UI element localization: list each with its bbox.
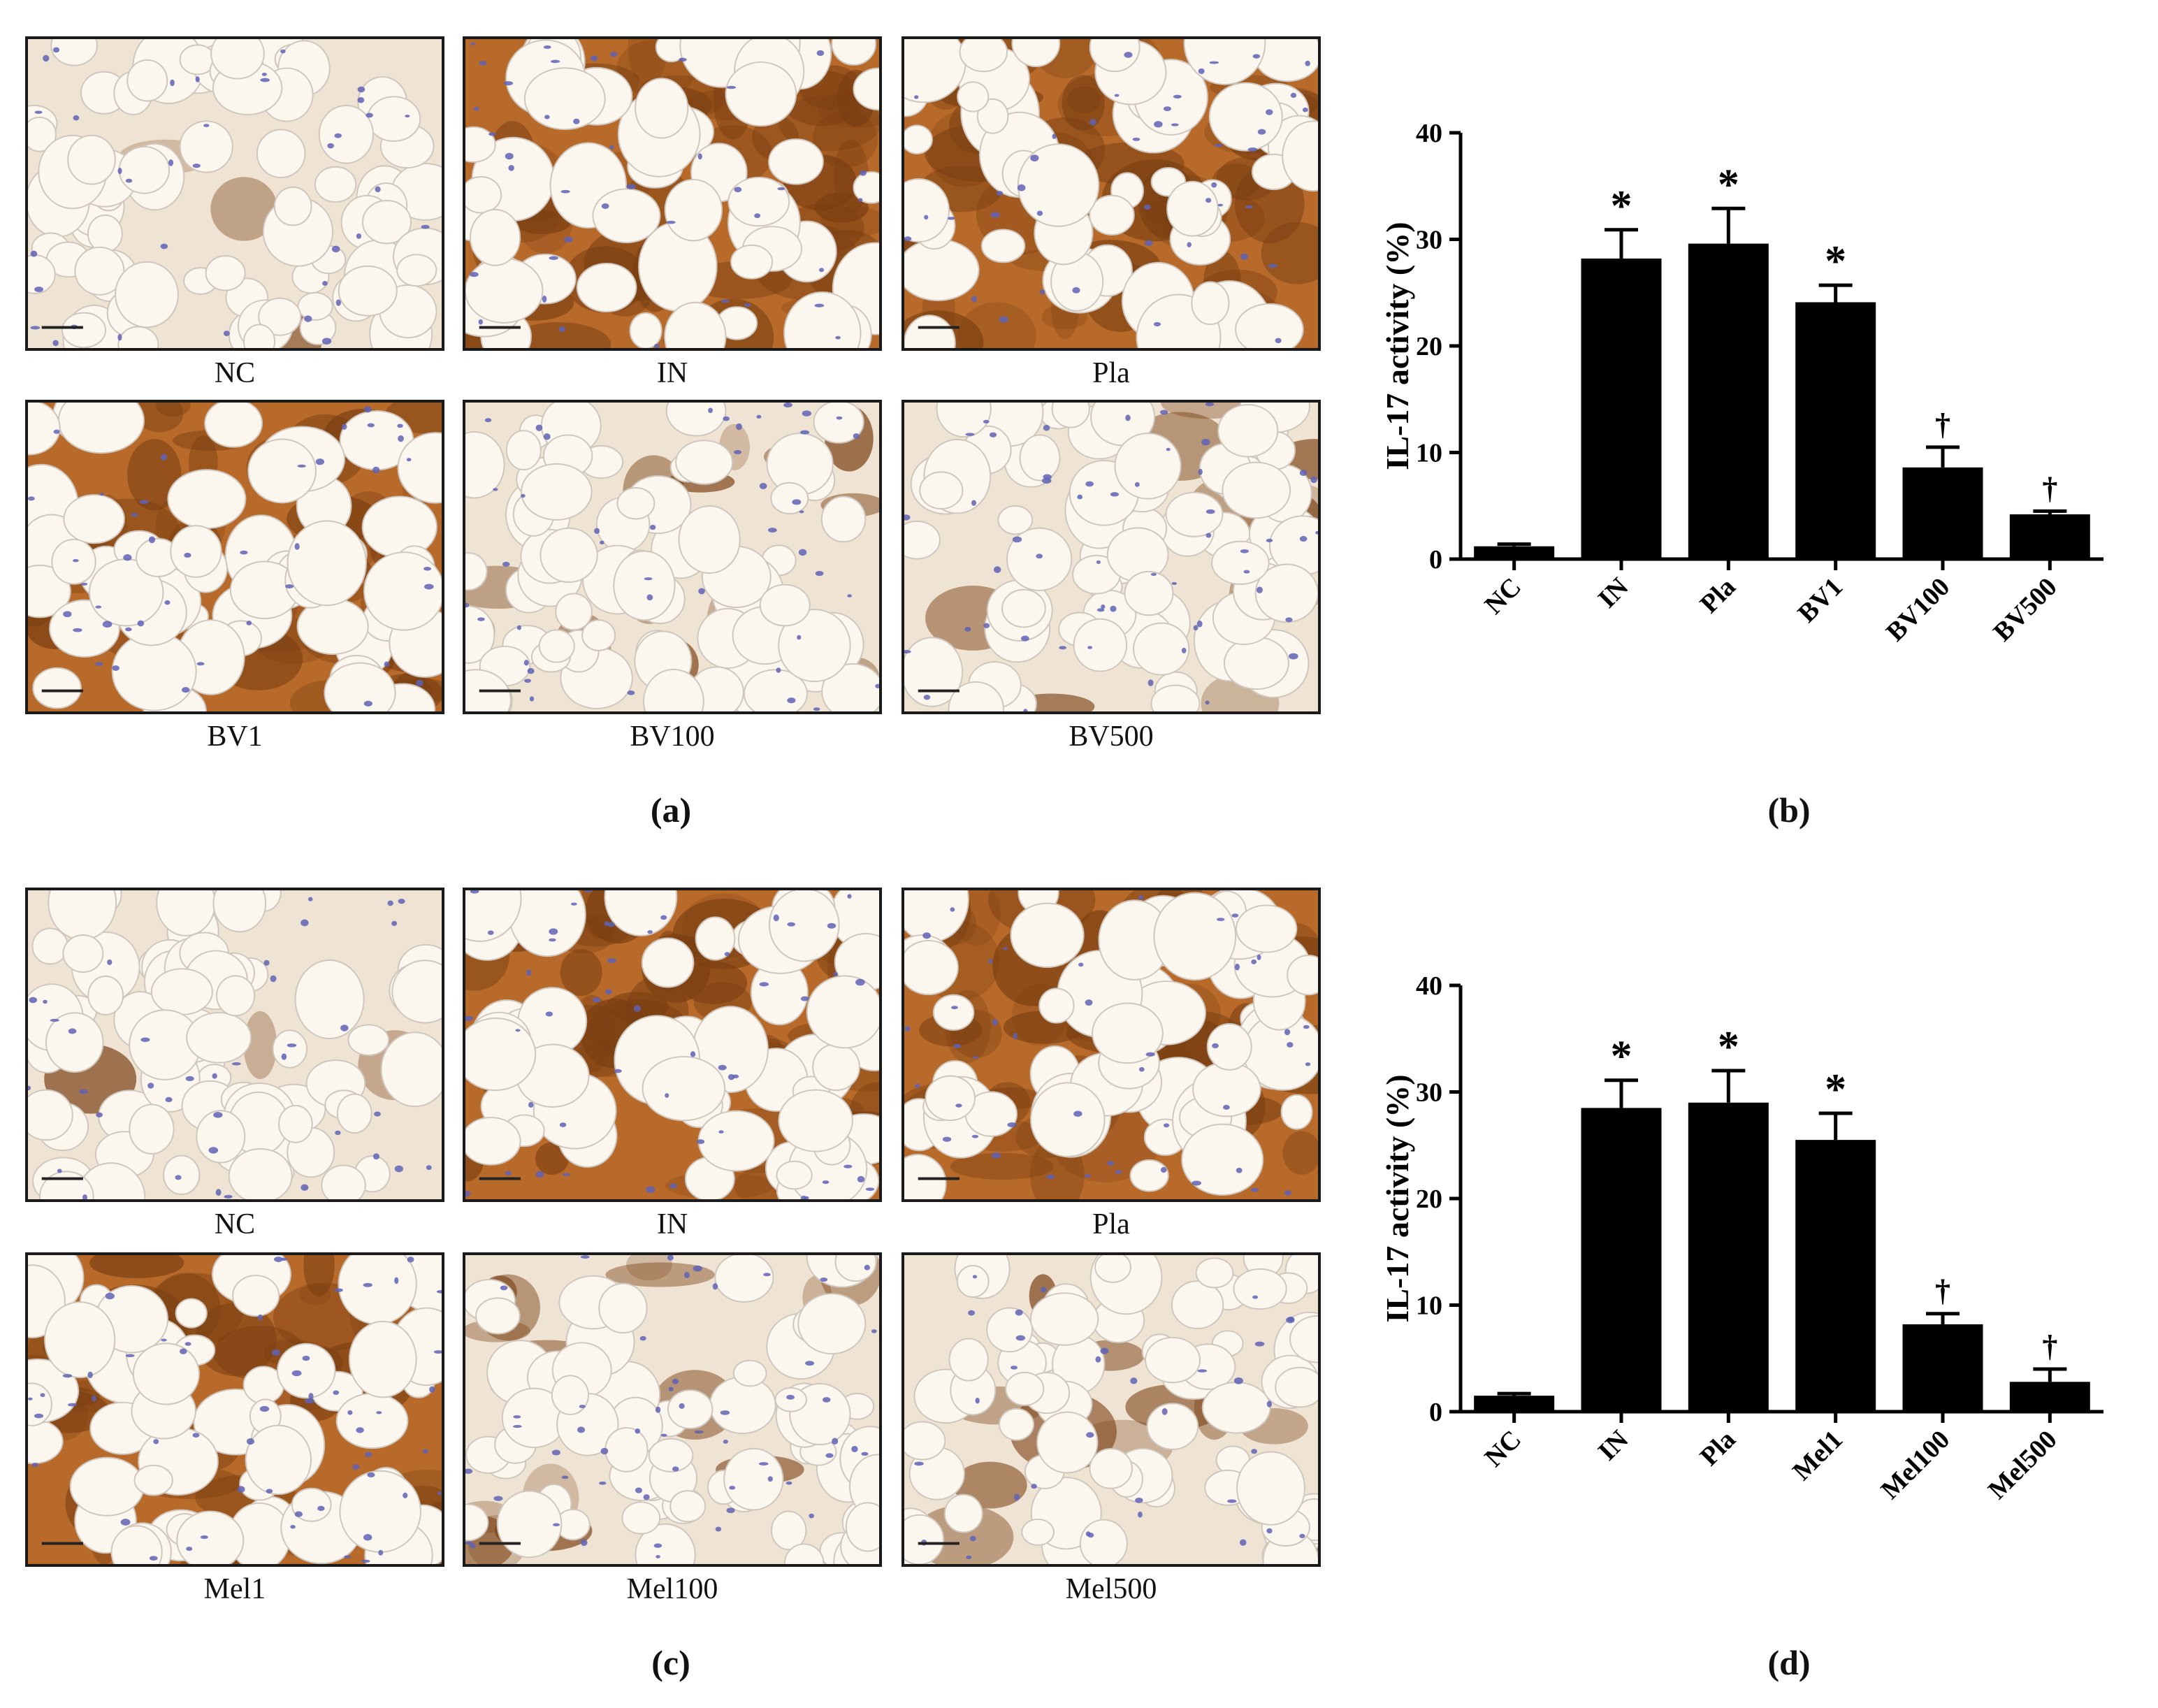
image-label: Mel100 [626, 1573, 718, 1605]
bar-IN [1581, 1108, 1662, 1412]
significance-marker: * [1718, 161, 1739, 208]
significance-marker: † [1935, 1274, 1950, 1308]
histology-image [463, 888, 882, 1202]
x-tick-label-NC: NC [1479, 572, 1528, 621]
significance-marker: * [1611, 182, 1632, 230]
y-tick-label: 20 [1416, 332, 1442, 361]
panel-b-chart: 0 10 20 30 40 IL-17 activity (%) NC IN * Pla * BV1 *… [1370, 84, 2138, 713]
bar-Pla [1688, 243, 1769, 559]
y-tick-label: 30 [1416, 226, 1442, 255]
bar-chart-b: 0 10 20 30 40 IL-17 activity (%) NC IN * Pla * BV1 *… [1379, 119, 2103, 647]
histology-image [25, 36, 444, 351]
histology-image [25, 888, 444, 1202]
histology-image [901, 400, 1321, 714]
image-label: Mel1 [203, 1573, 266, 1605]
x-tick-label-Mel1: Mel1 [1787, 1425, 1848, 1486]
image-label: Pla [1092, 357, 1130, 389]
y-tick-label: 40 [1416, 119, 1442, 148]
image-label: Mel500 [1065, 1573, 1157, 1605]
axes: 0 10 20 30 40 [1416, 119, 2103, 574]
bar-BV100 [1902, 467, 1983, 559]
bar-chart-d: 0 10 20 30 40 IL-17 activity (%) NC IN * Pla * Mel1… [1379, 971, 2103, 1505]
significance-marker: * [1825, 238, 1846, 285]
bar-NC [1474, 1396, 1555, 1412]
y-tick-label: 10 [1416, 1291, 1442, 1321]
x-tick-label-BV1: BV1 [1793, 572, 1848, 628]
image-label: BV1 [207, 721, 263, 753]
histology-image [901, 36, 1321, 351]
panel-letter-b: (b) [1767, 790, 1811, 830]
panel-letter-c: (c) [651, 1643, 690, 1682]
y-tick-label: 0 [1429, 545, 1442, 574]
x-tick-label-BV500: BV500 [1987, 572, 2062, 647]
image-label: BV100 [630, 721, 715, 753]
significance-marker: † [1935, 407, 1950, 442]
image-label: IN [656, 1208, 688, 1240]
y-tick-label: 30 [1416, 1078, 1442, 1108]
bar-BV1 [1795, 302, 1876, 559]
x-tick-label-NC: NC [1479, 1425, 1528, 1473]
histology-image [25, 1252, 444, 1567]
bar-Pla [1688, 1102, 1769, 1412]
x-tick-label-BV100: BV100 [1881, 572, 1955, 647]
y-axis-label: IL-17 activity (%) [1379, 1074, 1415, 1322]
y-tick-label: 10 [1416, 439, 1442, 468]
image-label: BV500 [1069, 721, 1154, 753]
bar-BV500 [2009, 514, 2090, 559]
y-tick-label: 20 [1416, 1185, 1442, 1214]
significance-marker: * [1718, 1023, 1739, 1071]
image-label: IN [656, 357, 688, 389]
bar-NC [1474, 546, 1555, 559]
histology-image [463, 400, 882, 714]
axes: 0 10 20 30 40 [1416, 971, 2103, 1427]
x-tick-label-Pla: Pla [1695, 572, 1741, 619]
image-label: NC [214, 357, 256, 389]
histology-image [463, 1252, 882, 1567]
bar-Mel100 [1902, 1324, 1983, 1412]
bar-Mel1 [1795, 1140, 1876, 1412]
significance-marker: † [2042, 1329, 2057, 1363]
panel-d-chart: 0 10 20 30 40 IL-17 activity (%) NC IN * Pla * Mel1… [1370, 936, 2138, 1565]
image-label: Pla [1092, 1208, 1130, 1240]
panel-letter-d: (d) [1767, 1643, 1811, 1682]
bar-Mel500 [2009, 1382, 2090, 1412]
histology-image [901, 1252, 1321, 1567]
histology-image [25, 400, 444, 714]
significance-marker: * [1825, 1066, 1846, 1113]
y-tick-label: 0 [1429, 1398, 1442, 1427]
y-tick-label: 40 [1416, 971, 1442, 1001]
x-tick-label-Mel100: Mel100 [1876, 1425, 1956, 1505]
image-label: NC [214, 1208, 256, 1240]
x-tick-label-IN: IN [1593, 572, 1635, 614]
histology-image [463, 36, 882, 351]
panel-letter-a: (a) [650, 790, 692, 830]
histology-image [901, 888, 1321, 1202]
x-tick-label-IN: IN [1593, 1425, 1635, 1467]
significance-marker: * [1611, 1033, 1632, 1080]
x-tick-label-Mel500: Mel500 [1983, 1425, 2063, 1505]
bar-IN [1581, 258, 1662, 559]
significance-marker: † [2042, 471, 2057, 505]
y-axis-label: IL-17 activity (%) [1379, 222, 1415, 470]
x-tick-label-Pla: Pla [1695, 1425, 1741, 1472]
